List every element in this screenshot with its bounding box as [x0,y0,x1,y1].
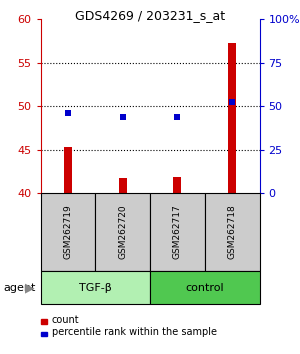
Bar [173,177,181,193]
Text: control: control [185,282,224,293]
Text: count: count [52,315,79,325]
Text: percentile rank within the sample: percentile rank within the sample [52,327,217,337]
Text: GDS4269 / 203231_s_at: GDS4269 / 203231_s_at [75,9,225,22]
Text: GSM262717: GSM262717 [173,205,182,259]
Text: GSM262719: GSM262719 [63,205,72,259]
Text: TGF-β: TGF-β [79,282,112,293]
Bar [64,147,72,193]
Bar [228,43,236,193]
Text: ▶: ▶ [25,281,35,294]
Text: GSM262720: GSM262720 [118,205,127,259]
Text: agent: agent [3,282,35,293]
Text: GSM262718: GSM262718 [228,205,237,259]
Bar [118,178,127,193]
